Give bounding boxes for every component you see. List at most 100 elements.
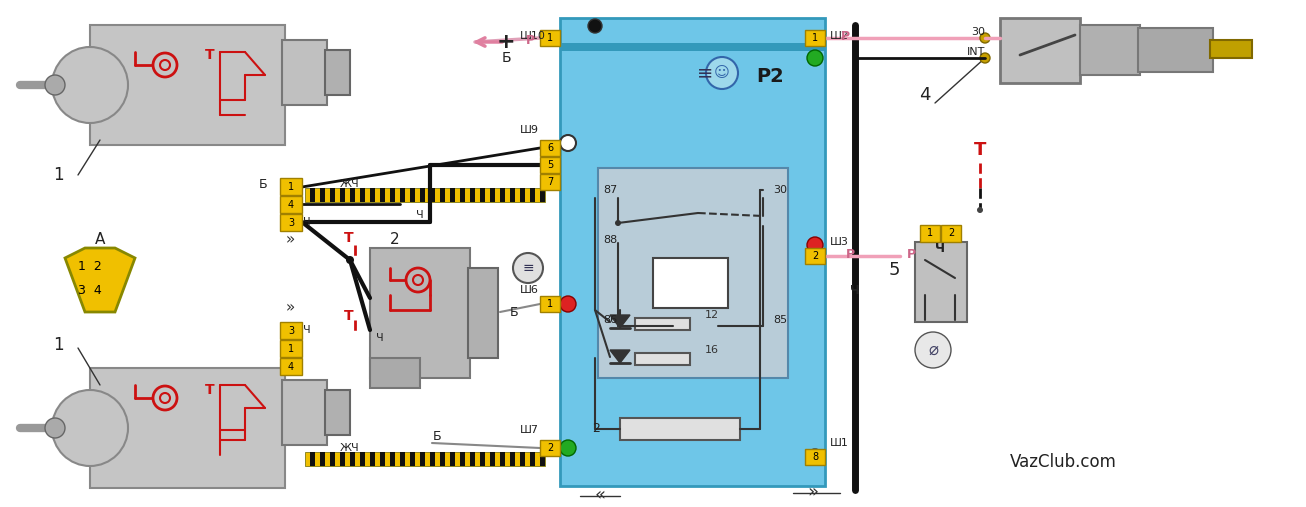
Bar bbox=[400, 452, 405, 466]
Bar bbox=[451, 188, 454, 202]
Circle shape bbox=[153, 53, 178, 77]
Bar bbox=[620, 418, 741, 440]
Bar bbox=[370, 248, 470, 378]
Bar bbox=[481, 188, 485, 202]
Text: ⌀: ⌀ bbox=[929, 341, 938, 359]
Text: Ш10: Ш10 bbox=[520, 31, 546, 41]
Bar bbox=[490, 188, 495, 202]
Text: 4: 4 bbox=[919, 86, 931, 104]
Text: 1: 1 bbox=[287, 344, 294, 353]
Text: Б: Б bbox=[511, 306, 518, 318]
Text: Б: Б bbox=[502, 51, 511, 65]
Bar bbox=[460, 452, 465, 466]
Text: 7: 7 bbox=[547, 177, 554, 187]
Text: 6: 6 bbox=[547, 143, 552, 153]
Bar bbox=[340, 188, 345, 202]
Bar bbox=[410, 188, 415, 202]
Text: 16: 16 bbox=[705, 345, 720, 355]
Circle shape bbox=[153, 386, 178, 410]
Text: 86: 86 bbox=[603, 315, 618, 325]
Bar bbox=[385, 262, 451, 317]
Text: T: T bbox=[205, 48, 214, 62]
Text: Б: Б bbox=[432, 430, 441, 444]
Bar bbox=[539, 440, 560, 456]
Bar bbox=[919, 225, 940, 242]
Text: 4: 4 bbox=[287, 361, 294, 372]
Bar bbox=[320, 452, 325, 466]
Bar bbox=[942, 225, 961, 242]
Circle shape bbox=[44, 418, 65, 438]
Bar bbox=[481, 452, 485, 466]
Bar bbox=[539, 30, 560, 46]
Text: Ш2: Ш2 bbox=[831, 31, 849, 41]
Text: 5: 5 bbox=[547, 160, 554, 170]
Bar bbox=[653, 258, 727, 308]
Text: Р: Р bbox=[526, 33, 535, 47]
Bar bbox=[282, 380, 326, 445]
Text: INT: INT bbox=[966, 47, 985, 57]
Text: Ч: Ч bbox=[303, 217, 311, 227]
Text: ЖЧ: ЖЧ bbox=[340, 443, 360, 453]
Bar bbox=[90, 368, 285, 488]
Text: ☺: ☺ bbox=[714, 65, 730, 81]
Bar bbox=[400, 188, 405, 202]
Bar bbox=[279, 340, 302, 357]
Bar bbox=[598, 168, 788, 378]
Circle shape bbox=[980, 33, 990, 43]
Text: «: « bbox=[594, 486, 606, 504]
Text: »: » bbox=[286, 233, 295, 247]
Bar bbox=[430, 452, 435, 466]
Text: Р: Р bbox=[846, 247, 855, 261]
Text: 1: 1 bbox=[927, 229, 932, 238]
Bar bbox=[370, 452, 375, 466]
Circle shape bbox=[52, 390, 128, 466]
Text: T: T bbox=[345, 309, 354, 323]
Bar bbox=[279, 322, 302, 339]
Circle shape bbox=[615, 220, 620, 226]
Circle shape bbox=[807, 237, 823, 253]
Circle shape bbox=[560, 296, 576, 312]
Text: 1: 1 bbox=[547, 33, 552, 43]
Bar bbox=[460, 188, 465, 202]
Text: Ш6: Ш6 bbox=[520, 285, 539, 295]
Bar bbox=[560, 43, 825, 51]
Bar bbox=[310, 452, 315, 466]
Bar bbox=[804, 30, 825, 46]
Polygon shape bbox=[610, 350, 629, 363]
Text: +: + bbox=[496, 32, 516, 52]
Bar bbox=[390, 452, 394, 466]
Bar bbox=[539, 157, 560, 173]
Text: 4: 4 bbox=[287, 199, 294, 209]
Text: VazClub.com: VazClub.com bbox=[1010, 453, 1117, 471]
Bar bbox=[279, 196, 302, 213]
Bar bbox=[539, 296, 560, 312]
Text: Ч: Ч bbox=[850, 283, 859, 297]
Text: Р: Р bbox=[906, 247, 916, 261]
Bar bbox=[410, 452, 415, 466]
Bar bbox=[916, 242, 966, 322]
Circle shape bbox=[807, 449, 823, 465]
Bar bbox=[131, 45, 240, 130]
Circle shape bbox=[161, 60, 170, 70]
Text: Ч: Ч bbox=[935, 241, 946, 255]
Text: Б: Б bbox=[259, 178, 266, 192]
Bar bbox=[320, 188, 325, 202]
Bar bbox=[440, 188, 445, 202]
Text: Ч: Ч bbox=[376, 333, 384, 343]
Bar bbox=[539, 452, 545, 466]
Bar bbox=[500, 452, 505, 466]
Circle shape bbox=[977, 207, 983, 213]
Bar bbox=[360, 188, 364, 202]
Text: Ш7: Ш7 bbox=[520, 425, 539, 435]
Bar bbox=[350, 188, 355, 202]
Text: 8: 8 bbox=[812, 452, 818, 462]
Text: 2: 2 bbox=[592, 422, 599, 436]
Bar bbox=[310, 188, 315, 202]
Circle shape bbox=[52, 47, 128, 123]
Text: ЖЧ: ЖЧ bbox=[340, 179, 360, 189]
Bar bbox=[530, 452, 535, 466]
Bar bbox=[635, 353, 690, 365]
Circle shape bbox=[916, 332, 951, 368]
Bar bbox=[370, 358, 421, 388]
Bar bbox=[539, 140, 560, 156]
